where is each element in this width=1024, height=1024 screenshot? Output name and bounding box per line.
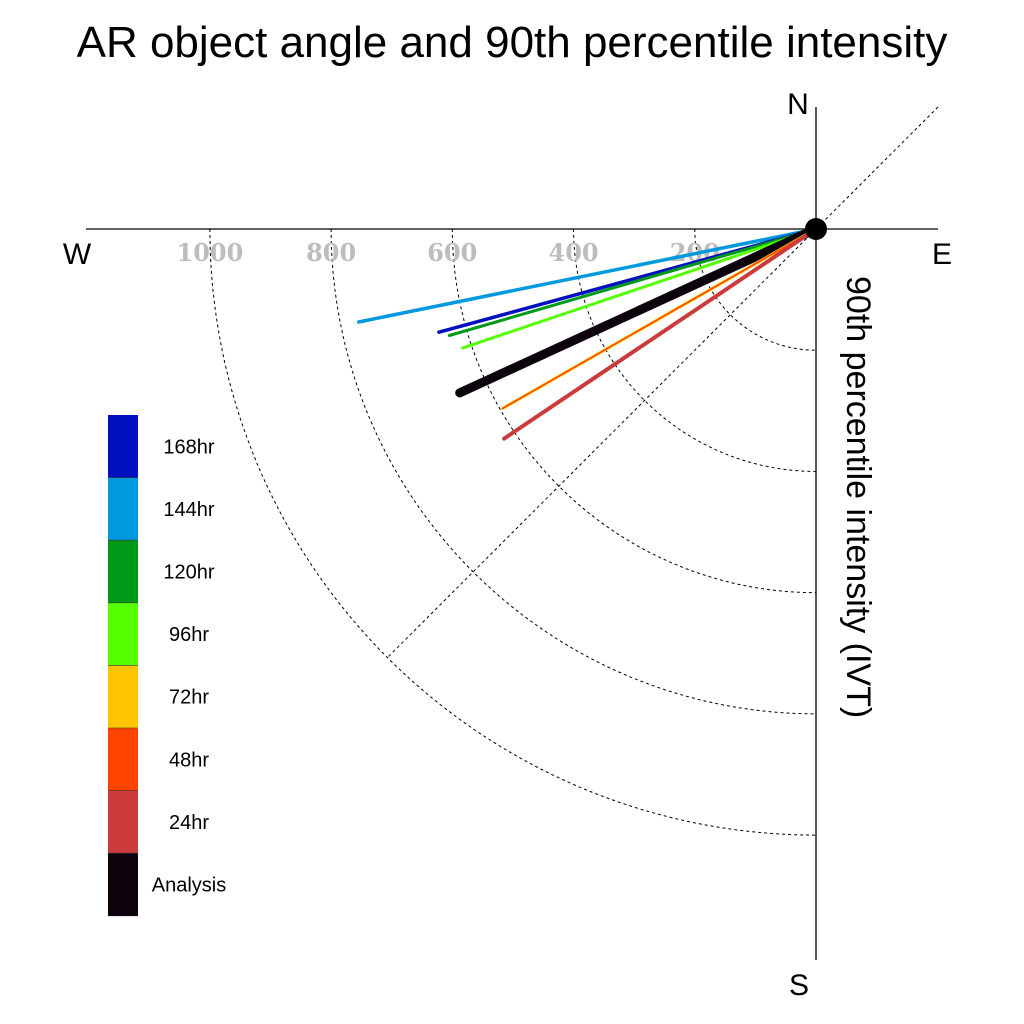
series-line-48hr [501, 228, 817, 410]
series-line-24hr [502, 227, 818, 441]
legend-swatch-144hr [108, 477, 138, 541]
legend-swatch-120hr [108, 540, 138, 604]
chart-title: AR object angle and 90th percentile inte… [77, 18, 948, 67]
legend-label-analysis: Analysis [152, 875, 226, 897]
grid [209, 106, 939, 836]
diagonal-grid-line [386, 106, 939, 659]
series-line-96hr [461, 227, 818, 350]
y-axis-label: 90th percentile intensity (IVT) [839, 276, 877, 718]
radial-tick-labels: 2004006008001000 [177, 238, 720, 267]
legend-label-96hr: 96hr [169, 624, 209, 646]
legend-swatch-168hr [108, 415, 138, 478]
tick-label-800: 800 [306, 238, 356, 267]
legend-label-168hr: 168hr [163, 436, 214, 458]
legend-label-72hr: 72hr [169, 687, 209, 709]
legend-label-48hr: 48hr [169, 749, 209, 771]
legend-swatch-72hr [108, 665, 138, 729]
legend-label-24hr: 24hr [169, 812, 209, 834]
origin-marker [805, 218, 827, 240]
range-ring-600 [451, 228, 817, 594]
legend-swatch-24hr [108, 790, 138, 854]
tick-label-600: 600 [427, 238, 477, 267]
range-ring-1000 [209, 228, 817, 836]
range-ring-800 [330, 228, 817, 715]
legend-label-120hr: 120hr [163, 562, 214, 584]
legend-swatch-48hr [108, 728, 138, 791]
legend: 168hr 144hr 120hr 96hr 72hr 48hr 24hr Analysis [108, 415, 226, 917]
series-lines [356, 224, 821, 441]
series-line-144hr [356, 227, 818, 324]
series-line-analysis [455, 224, 821, 398]
legend-swatch-analysis [108, 853, 138, 917]
legend-label-144hr: 144hr [163, 499, 214, 521]
north-label: N [787, 88, 809, 121]
range-ring-400 [573, 228, 817, 472]
series-line-120hr [447, 227, 818, 337]
tick-label-1000: 1000 [177, 238, 244, 267]
south-label: S [789, 969, 809, 1002]
west-label: W [63, 238, 92, 271]
east-label: E [932, 238, 952, 271]
tick-label-400: 400 [549, 238, 599, 267]
legend-swatch-96hr [108, 602, 138, 666]
